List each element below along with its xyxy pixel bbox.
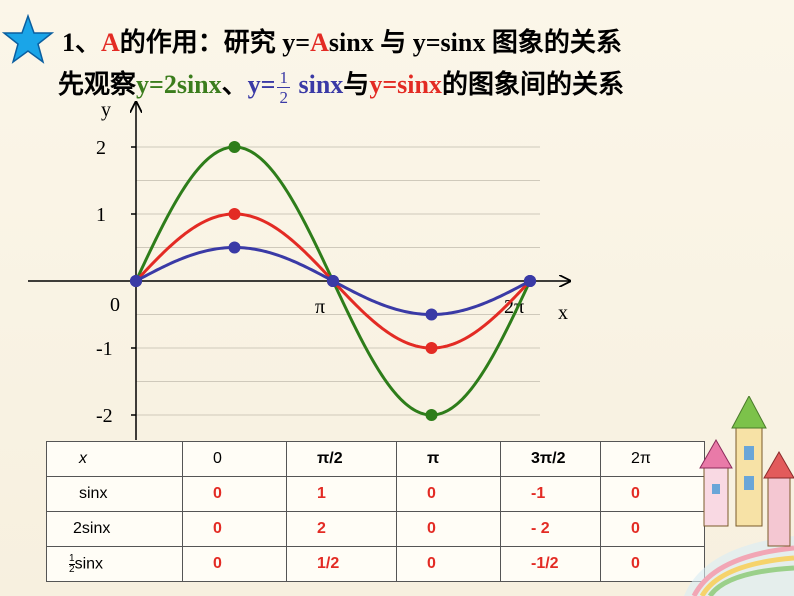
table-header-label: x [46, 441, 183, 477]
row-fraction-num: 1 [69, 552, 75, 565]
table-cell: 2 [286, 511, 397, 547]
y-axis-label: y [101, 99, 111, 121]
table-row: sinx 0 1 0 -1 0 [46, 476, 705, 512]
table-cell: - 2 [500, 511, 601, 547]
table-row: 2sinx 0 2 0 - 2 0 [46, 511, 705, 547]
subtitle-suffix: 的图象间的关系 [441, 70, 624, 99]
table-header-cell: 3π/2 [500, 441, 601, 477]
subtitle-prefix: 先观察 [58, 70, 137, 99]
table-cell: -1 [500, 476, 601, 512]
data-point [327, 275, 340, 287]
title-text: 的作用：研究 y= [119, 28, 311, 57]
values-table: x 0 π/2 π 3π/2 2π sinx 0 1 0 -1 0 2sinx … [46, 441, 705, 582]
title-A: A [101, 28, 120, 57]
subtitle-sep: 、 [221, 70, 248, 99]
table-cell: 0 [182, 476, 287, 512]
fraction-denominator: 2 [279, 87, 288, 107]
row-label-text: sinx [74, 555, 104, 573]
title-number: 1、 [62, 28, 102, 57]
data-point [228, 141, 241, 153]
y-tick-label: -2 [96, 405, 113, 427]
table-cell: 1/2 [286, 546, 397, 582]
row-label: 2sinx [46, 511, 183, 547]
fraction-numerator: 1 [277, 67, 290, 88]
data-point [425, 342, 438, 354]
subtitle-mid: 与 [343, 70, 370, 99]
star-icon [2, 14, 54, 64]
data-point [524, 275, 537, 287]
castle-decoration [684, 396, 794, 596]
y-tick-label: -1 [96, 338, 113, 360]
table-cell: 0 [396, 476, 501, 512]
table-cell: 0 [182, 511, 287, 547]
row-label: 1 2 sinx [46, 546, 183, 582]
table-cell: 0 [396, 546, 501, 582]
subtitle-green-func: y=2sinx [136, 70, 222, 99]
x-axis-label: x [558, 302, 568, 324]
title-line-2: 先观察y=2sinx、y= 1 2 sinx与y=sinx的图象间的关系 [58, 64, 624, 107]
table-cell: 1 [286, 476, 397, 512]
table-cell: 0 [600, 546, 705, 582]
table-cell: 0 [600, 476, 705, 512]
table-cell: -1/2 [500, 546, 601, 582]
data-point [228, 241, 241, 254]
x-tick-label: 0 [110, 294, 120, 316]
subtitle-blue-pre: y= [247, 70, 276, 99]
subtitle-red-func: y=sinx [369, 70, 442, 99]
title-line-1: 1、A的作用：研究 y=Asinx 与 y=sinx 图象的关系 [62, 22, 622, 59]
data-point [130, 275, 142, 287]
table-cell: 0 [396, 511, 501, 547]
table-header-cell: π/2 [286, 441, 397, 477]
table-header-row: x 0 π/2 π 3π/2 2π [46, 441, 705, 477]
title-text-2: sinx 与 y=sinx 图象的关系 [328, 28, 622, 57]
row-label: sinx [46, 476, 183, 512]
title-A-2: A [310, 28, 329, 57]
header-x-label: x [79, 450, 87, 467]
data-point [228, 208, 241, 220]
x-tick-label: π [315, 296, 325, 318]
table-cell: 0 [182, 546, 287, 582]
table-cell: 0 [600, 511, 705, 547]
subtitle-blue-post: sinx [291, 70, 344, 99]
y-tick-label: 1 [96, 204, 106, 226]
table-header-cell: π [396, 441, 501, 477]
data-point [425, 409, 438, 421]
y-tick-label: 2 [96, 137, 106, 159]
row-fraction-den: 2 [69, 563, 75, 575]
data-point [425, 308, 438, 321]
table-row: 1 2 sinx 0 1/2 0 -1/2 0 [46, 546, 705, 582]
table-header-cell: 0 [182, 441, 287, 477]
